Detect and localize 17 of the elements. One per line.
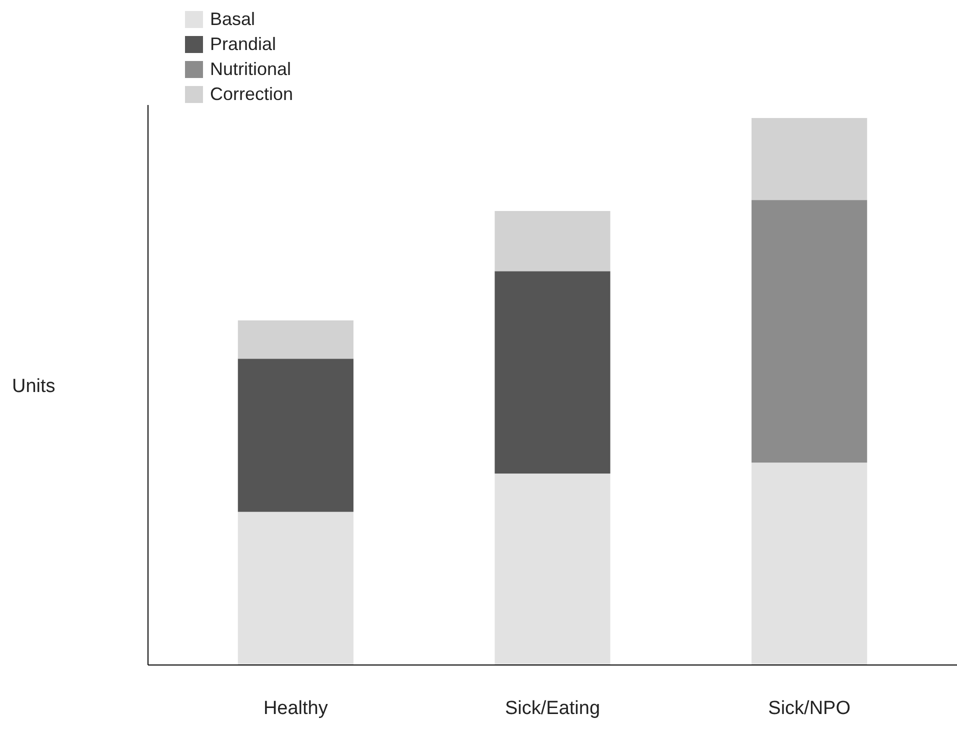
legend-label: Nutritional	[210, 59, 292, 79]
bar	[494, 271, 610, 474]
bar	[752, 200, 868, 463]
bar	[238, 512, 354, 665]
x-tick-label: Sick/Eating	[504, 698, 600, 719]
legend-label: Prandial	[210, 34, 276, 54]
x-tick-label: Healthy	[263, 698, 328, 719]
bar	[752, 462, 868, 665]
bar	[238, 358, 354, 512]
bar	[238, 320, 354, 359]
x-tick-label: Sick/NPO	[768, 698, 851, 719]
legend-label: Correction	[210, 84, 294, 104]
y-axis-title: Units	[12, 376, 56, 397]
bar	[752, 118, 868, 200]
legend-label: Basal	[210, 9, 256, 29]
bar	[494, 210, 610, 272]
bar	[494, 474, 610, 665]
